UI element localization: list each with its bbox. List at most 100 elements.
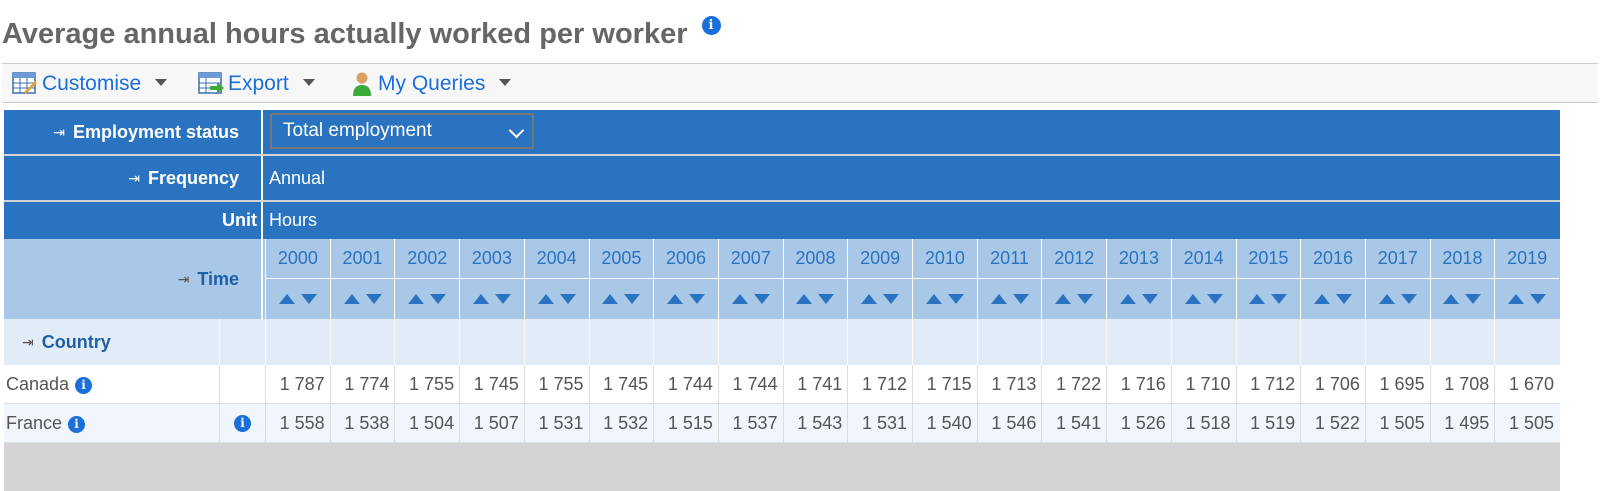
sort-descending-icon[interactable] [1271, 294, 1288, 304]
year-column: 2011 [976, 239, 1042, 319]
sort-ascending-icon[interactable] [731, 294, 748, 304]
customise-button[interactable]: Customise [12, 71, 168, 97]
export-button[interactable]: Export [198, 71, 315, 97]
title-row: Average annual hours actually worked per… [2, 12, 721, 56]
sort-ascending-icon[interactable] [925, 294, 942, 304]
country-header-cell [653, 319, 718, 365]
sort-ascending-icon[interactable] [861, 294, 878, 304]
sort-descending-icon[interactable] [494, 294, 511, 304]
sort-descending-icon[interactable] [430, 294, 447, 304]
sort-ascending-icon[interactable] [1508, 294, 1525, 304]
chevron-down-icon[interactable] [302, 78, 315, 86]
year-header[interactable]: 2014 [1171, 239, 1236, 279]
year-header[interactable]: 2016 [1301, 239, 1365, 279]
sort-ascending-icon[interactable] [1314, 294, 1331, 304]
sort-ascending-icon[interactable] [1378, 294, 1395, 304]
sort-ascending-icon[interactable] [278, 294, 295, 304]
sort-descending-icon[interactable] [883, 294, 900, 304]
country-header-cell [1170, 319, 1236, 365]
sort-ascending-icon[interactable] [1119, 294, 1136, 304]
sort-descending-icon[interactable] [1141, 294, 1158, 304]
indent-icon[interactable]: ⇥ [22, 333, 34, 350]
sort-descending-icon[interactable] [947, 294, 964, 304]
employment-status-value: Total employment [283, 120, 432, 141]
year-header[interactable]: 2001 [330, 239, 395, 279]
country-name: France [6, 412, 63, 433]
sort-descending-icon[interactable] [300, 294, 317, 304]
chevron-down-icon[interactable] [155, 78, 168, 86]
sort-ascending-icon[interactable] [1055, 294, 1072, 304]
sort-ascending-icon[interactable] [343, 294, 360, 304]
year-header[interactable]: 2003 [460, 239, 524, 279]
sort-descending-icon[interactable] [1336, 294, 1353, 304]
year-header[interactable]: 2013 [1107, 239, 1171, 279]
sort-descending-icon[interactable] [1077, 294, 1094, 304]
sort-ascending-icon[interactable] [537, 294, 554, 304]
year-column: 2017 [1364, 239, 1430, 319]
sort-descending-icon[interactable] [559, 294, 576, 304]
year-header[interactable]: 2002 [395, 239, 460, 279]
year-column: 2015 [1235, 239, 1301, 319]
table-cell: 1 546 [976, 404, 1042, 442]
sort-descending-icon[interactable] [624, 294, 641, 304]
table-cell: 1 755 [394, 365, 459, 403]
year-header[interactable]: 2010 [913, 239, 977, 279]
info-icon[interactable]: i [234, 414, 251, 432]
info-icon[interactable]: i [68, 415, 86, 433]
sort-ascending-icon[interactable] [1443, 294, 1460, 304]
chevron-down-icon [508, 122, 525, 139]
sort-ascending-icon[interactable] [602, 294, 619, 304]
year-header[interactable]: 2012 [1042, 239, 1107, 279]
year-header[interactable]: 2011 [977, 239, 1042, 279]
year-header[interactable]: 2004 [524, 239, 589, 279]
year-header[interactable]: 2000 [266, 239, 330, 279]
sort-ascending-icon[interactable] [796, 294, 813, 304]
unit-row: Unit Hours [4, 202, 1560, 239]
table-cell: 1 712 [847, 365, 912, 403]
table-cell: 1 515 [653, 404, 718, 442]
table-cell: 1 538 [329, 404, 395, 442]
sort-descending-icon[interactable] [1400, 294, 1417, 304]
sort-descending-icon[interactable] [689, 294, 706, 304]
sort-ascending-icon[interactable] [1184, 294, 1201, 304]
sort-descending-icon[interactable] [753, 294, 770, 304]
year-header[interactable]: 2008 [783, 239, 848, 279]
sort-descending-icon[interactable] [818, 294, 835, 304]
sort-descending-icon[interactable] [365, 294, 382, 304]
year-header[interactable]: 2017 [1365, 239, 1430, 279]
year-header[interactable]: 2019 [1495, 239, 1559, 279]
sort-descending-icon[interactable] [1012, 294, 1029, 304]
table-cell: 1 708 [1429, 365, 1495, 403]
year-header[interactable]: 2005 [589, 239, 654, 279]
sort-descending-icon[interactable] [1530, 294, 1547, 304]
sort-ascending-icon[interactable] [408, 294, 425, 304]
employment-status-row: ⇥ Employment status Total employment [4, 110, 1560, 154]
year-header[interactable]: 2009 [848, 239, 912, 279]
year-header[interactable]: 2015 [1236, 239, 1301, 279]
sort-descending-icon[interactable] [1206, 294, 1223, 304]
my-queries-button[interactable]: My Queries [350, 71, 512, 97]
sort-controls [978, 279, 1042, 319]
country-header-cell [976, 319, 1042, 365]
table-cell: 1 755 [523, 365, 589, 403]
info-icon[interactable]: i [701, 16, 721, 35]
indent-icon[interactable]: ⇥ [128, 169, 140, 186]
sort-ascending-icon[interactable] [990, 294, 1007, 304]
year-header[interactable]: 2007 [718, 239, 783, 279]
year-header[interactable]: 2006 [654, 239, 718, 279]
indent-icon[interactable]: ⇥ [53, 123, 65, 140]
sort-controls [590, 279, 654, 319]
chevron-down-icon[interactable] [499, 78, 512, 86]
sort-ascending-icon[interactable] [1249, 294, 1266, 304]
info-icon[interactable]: i [75, 376, 93, 394]
sort-ascending-icon[interactable] [667, 294, 684, 304]
year-column: 2008 [782, 239, 848, 319]
sort-ascending-icon[interactable] [472, 294, 489, 304]
year-header[interactable]: 2018 [1430, 239, 1495, 279]
table-cell: 1 495 [1429, 404, 1495, 442]
sort-descending-icon[interactable] [1465, 294, 1482, 304]
indent-icon[interactable]: ⇥ [177, 270, 190, 287]
employment-status-select[interactable]: Total employment [270, 113, 534, 149]
customise-label: Customise [42, 72, 142, 95]
country-header-cell [329, 319, 395, 365]
